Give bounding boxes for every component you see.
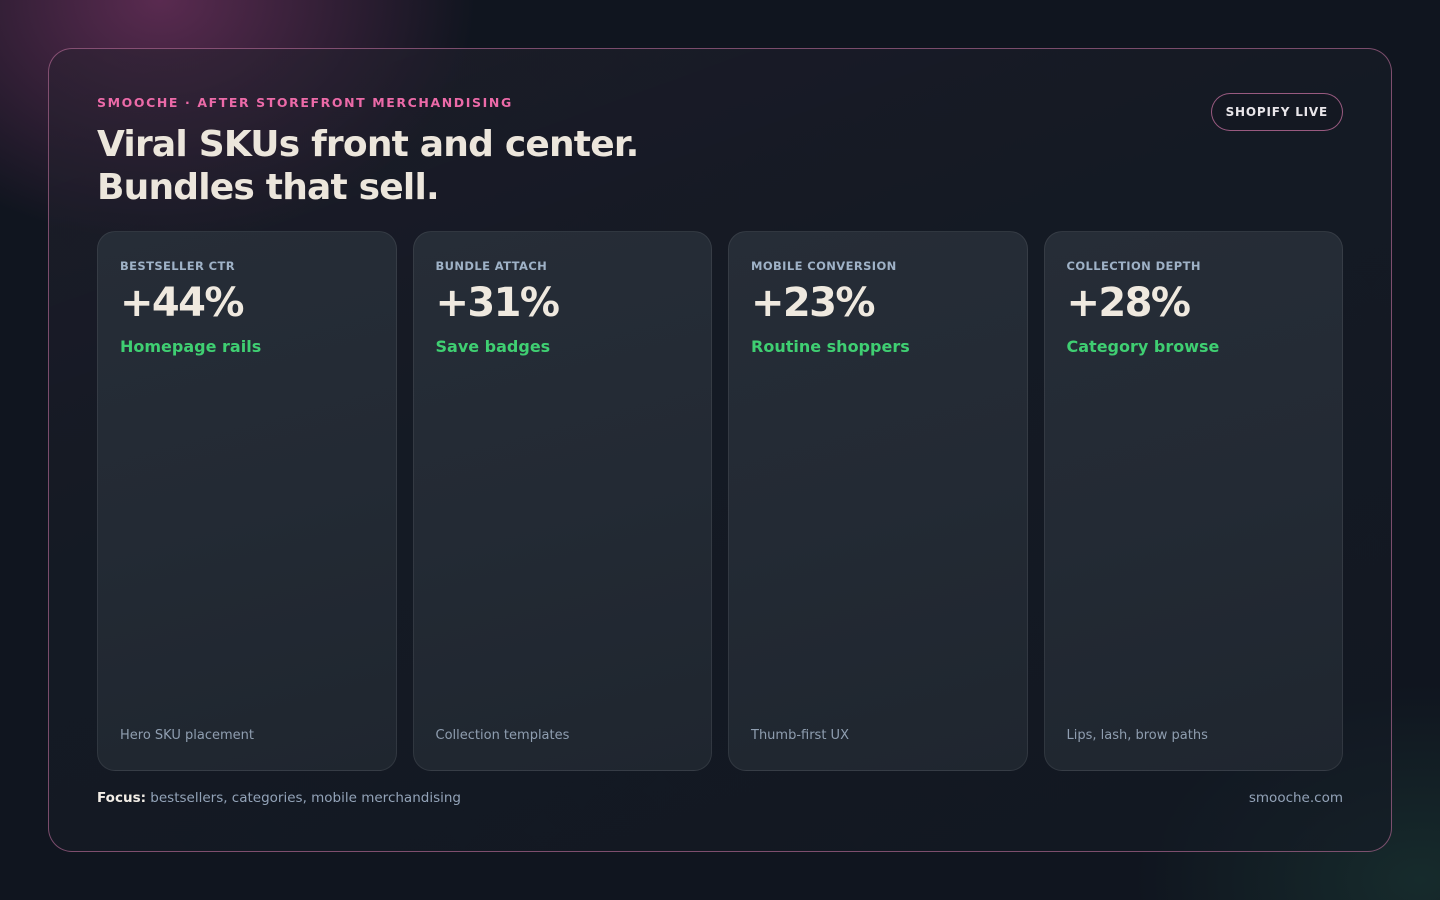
headline-line-1: Viral SKUs front and center. <box>97 124 639 165</box>
metric-subtitle: Routine shoppers <box>751 337 910 356</box>
metric-footnote: Hero SKU placement <box>120 728 254 743</box>
site-link[interactable]: smooche.com <box>1248 790 1343 806</box>
metric-card-bestseller-ctr: BESTSELLER CTR +44% Homepage rails Hero … <box>97 231 397 771</box>
metric-card-collection-depth: COLLECTION DEPTH +28% Category browse Li… <box>1043 231 1343 771</box>
metric-subtitle: Save badges <box>435 337 551 356</box>
metric-value: +23% <box>751 280 875 326</box>
eyebrow-label: SMOOCHE · AFTER STOREFRONT MERCHANDISING <box>97 95 513 110</box>
metric-label: BUNDLE ATTACH <box>435 259 548 273</box>
shopify-live-badge[interactable]: SHOPIFY LIVE <box>1210 93 1343 131</box>
metric-label: MOBILE CONVERSION <box>751 259 897 273</box>
metric-subtitle: Category browse <box>1066 337 1220 356</box>
metric-footnote: Collection templates <box>435 728 570 743</box>
metric-label: BESTSELLER CTR <box>120 259 235 273</box>
headline-line-2: Bundles that sell. <box>97 167 440 208</box>
focus-text: bestsellers, categories, mobile merchand… <box>146 790 461 806</box>
metric-footnote: Thumb-first UX <box>751 728 849 743</box>
metric-value: +31% <box>435 280 560 326</box>
page-title: Viral SKUs front and center. Bundles tha… <box>97 123 797 209</box>
metric-value: +28% <box>1066 280 1191 326</box>
metric-subtitle: Homepage rails <box>120 337 262 356</box>
report-card: SMOOCHE · AFTER STOREFRONT MERCHANDISING… <box>48 48 1392 852</box>
metric-label: COLLECTION DEPTH <box>1066 259 1201 273</box>
metrics-grid: BESTSELLER CTR +44% Homepage rails Hero … <box>97 231 1343 771</box>
metric-card-mobile-conversion: MOBILE CONVERSION +23% Routine shoppers … <box>728 231 1028 771</box>
metric-footnote: Lips, lash, brow paths <box>1066 728 1208 743</box>
focus-label: Focus: <box>97 790 146 806</box>
metric-value: +44% <box>120 280 244 326</box>
focus-note: Focus: bestsellers, categories, mobile m… <box>97 790 461 806</box>
metric-card-bundle-attach: BUNDLE ATTACH +31% Save badges Collectio… <box>412 231 712 771</box>
